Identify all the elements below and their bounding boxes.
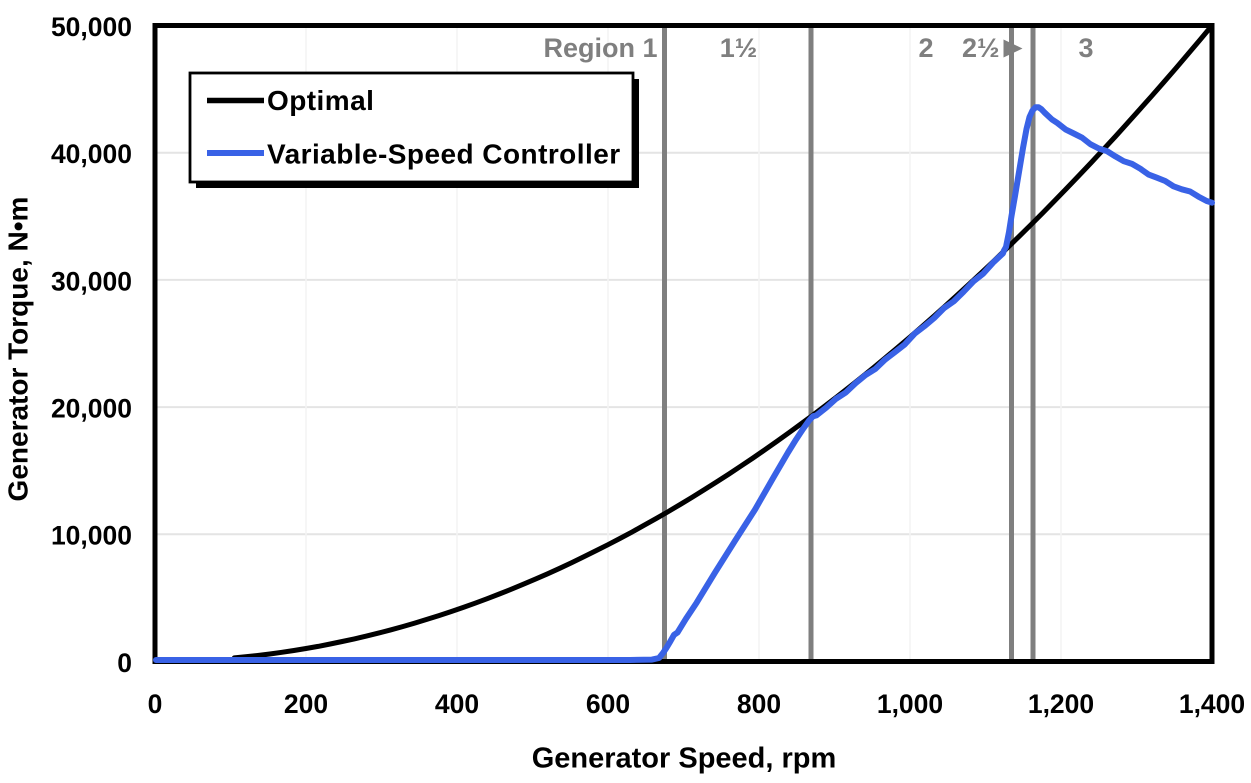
svg-text:Region 1: Region 1 <box>543 33 657 63</box>
svg-text:1,200: 1,200 <box>1028 689 1094 719</box>
svg-text:40,000: 40,000 <box>51 139 132 169</box>
svg-text:1,400: 1,400 <box>1179 689 1245 719</box>
svg-text:Generator Speed, rpm: Generator Speed, rpm <box>532 743 837 775</box>
svg-text:30,000: 30,000 <box>51 266 132 296</box>
svg-text:0: 0 <box>148 689 163 719</box>
svg-text:600: 600 <box>586 689 630 719</box>
svg-text:200: 200 <box>284 689 328 719</box>
svg-text:0: 0 <box>117 648 132 678</box>
svg-text:50,000: 50,000 <box>51 12 132 42</box>
svg-text:2½: 2½ <box>962 33 1000 63</box>
svg-text:Optimal: Optimal <box>267 85 374 116</box>
svg-text:400: 400 <box>435 689 479 719</box>
svg-text:1,000: 1,000 <box>877 689 943 719</box>
svg-text:10,000: 10,000 <box>51 521 132 551</box>
svg-text:Variable-Speed Controller: Variable-Speed Controller <box>267 139 621 170</box>
svg-text:3: 3 <box>1078 33 1093 63</box>
svg-text:20,000: 20,000 <box>51 394 132 424</box>
svg-text:1½: 1½ <box>720 33 758 63</box>
svg-text:Generator Torque, N•m: Generator Torque, N•m <box>3 197 34 502</box>
svg-text:800: 800 <box>737 689 781 719</box>
svg-text:2: 2 <box>918 33 933 63</box>
